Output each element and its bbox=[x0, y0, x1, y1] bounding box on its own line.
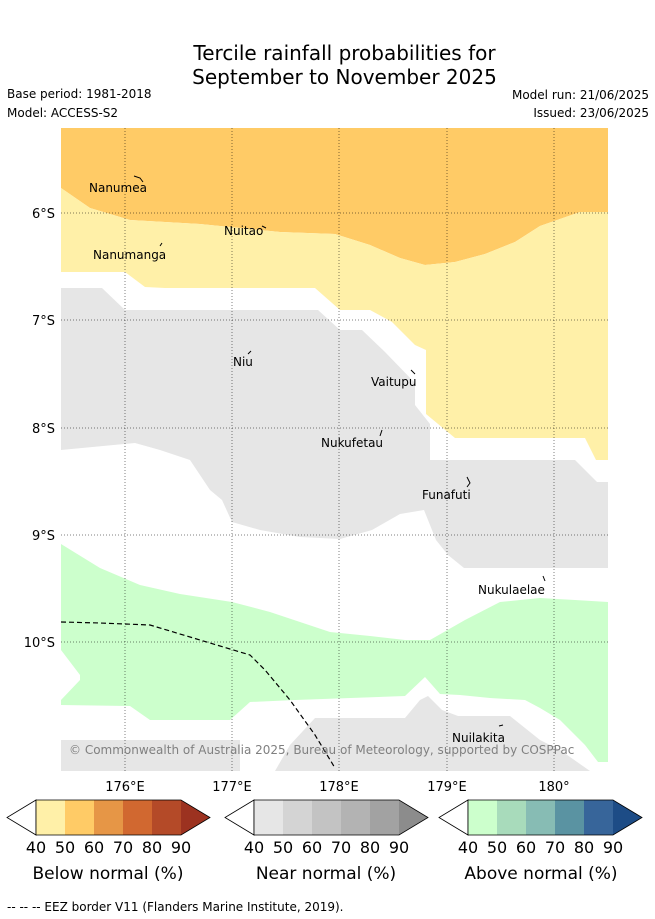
lon-label: 179°E bbox=[427, 780, 467, 795]
colorbar-segment bbox=[497, 800, 526, 835]
colorbar-tick-label: 60 bbox=[516, 838, 536, 857]
lon-label: 178°E bbox=[319, 780, 359, 795]
place-vaitupu: Vaitupu bbox=[371, 375, 417, 389]
place-nuilakita: Nuilakita bbox=[452, 731, 505, 745]
colorbar-tick-label: 40 bbox=[26, 838, 46, 857]
colorbar-tick-label: 80 bbox=[574, 838, 594, 857]
lat-label: 6°S bbox=[32, 207, 55, 222]
colorbar-segment bbox=[555, 800, 584, 835]
model-run: Model run: 21/06/2025 bbox=[511, 88, 649, 102]
colorbar-tick-label: 70 bbox=[113, 838, 133, 857]
place-funafuti: Funafuti bbox=[422, 488, 471, 502]
colorbar-tick-label: 50 bbox=[487, 838, 507, 857]
lon-label: 176°E bbox=[105, 780, 145, 795]
region-below-normal-40 bbox=[61, 188, 608, 460]
colorbar-segment bbox=[283, 800, 312, 835]
island-shapes bbox=[133, 175, 546, 727]
colorbar-tick-label: 60 bbox=[84, 838, 104, 857]
lat-label: 9°S bbox=[32, 529, 55, 544]
colorbar-segment bbox=[123, 800, 152, 835]
place-nukufetau: Nukufetau bbox=[321, 436, 383, 450]
place-nanumea: Nanumea bbox=[89, 181, 147, 195]
colorbar-tick-label: 40 bbox=[458, 838, 478, 857]
place-nukulaelae: Nukulaelae bbox=[478, 583, 545, 597]
region-near-normal-strip bbox=[61, 740, 240, 771]
color-legends: 40 50 60 70 80 90 40 50 60 70 80 90 40 50 60 70 80 90 bbox=[6, 799, 643, 857]
colorbar-tick-label: 90 bbox=[171, 838, 191, 857]
map-area bbox=[61, 128, 608, 771]
colorbar-tick-label: 80 bbox=[360, 838, 380, 857]
colorbar-below: 40 50 60 70 80 90 bbox=[6, 799, 211, 857]
eez-border bbox=[61, 621, 336, 769]
copyright-notice: © Commonwealth of Australia 2025, Bureau… bbox=[69, 743, 574, 757]
colorbar-segment bbox=[152, 800, 181, 835]
colorbar-tick-label: 90 bbox=[389, 838, 409, 857]
lon-label: 180° bbox=[538, 780, 569, 795]
graticule bbox=[61, 128, 608, 771]
colorbar-segment bbox=[36, 800, 65, 835]
title-line-2: September to November 2025 bbox=[192, 65, 497, 89]
region-above-normal-40 bbox=[61, 544, 608, 762]
colorbar-segment bbox=[94, 800, 123, 835]
colorbar-tick-label: 70 bbox=[545, 838, 565, 857]
base-period: Base period: 1981-2018 bbox=[7, 87, 152, 101]
colorbar-outline bbox=[253, 799, 429, 836]
latitude-labels: 6°S 7°S 8°S 9°S 10°S bbox=[24, 207, 55, 651]
legend-title-above: Above normal (%) bbox=[464, 864, 618, 884]
colorbar-outline bbox=[467, 799, 643, 836]
colorbar-extend-high bbox=[613, 800, 642, 835]
colorbar-tick-label: 80 bbox=[142, 838, 162, 857]
colorbar-extend-low bbox=[6, 799, 37, 836]
colorbar-segment bbox=[468, 800, 497, 835]
colorbar-outline bbox=[35, 799, 211, 836]
colorbar-tick-label: 90 bbox=[603, 838, 623, 857]
colorbar-segment bbox=[370, 800, 399, 835]
lat-label: 7°S bbox=[32, 314, 55, 329]
colorbar-tick-label: 50 bbox=[55, 838, 75, 857]
colorbar-tick-label: 70 bbox=[331, 838, 351, 857]
model-name: Model: ACCESS-S2 bbox=[7, 106, 119, 120]
colorbar-extend-low bbox=[224, 799, 255, 836]
longitude-labels: 176°E 177°E 178°E 179°E 180° bbox=[105, 780, 569, 795]
colorbar-segment bbox=[584, 800, 613, 835]
region-near-normal-south bbox=[275, 696, 590, 771]
place-niu: Niu bbox=[233, 355, 253, 369]
place-labels: Nanumea Nuitao Nanumanga Niu Vaitupu Nuk… bbox=[89, 181, 545, 745]
legend-title-near: Near normal (%) bbox=[255, 864, 397, 884]
eez-footnote: -- -- -- EEZ border V11 (Flanders Marine… bbox=[7, 900, 344, 914]
issued-date: Issued: 23/06/2025 bbox=[533, 106, 649, 120]
colorbar-above: 40 50 60 70 80 90 bbox=[438, 799, 643, 857]
colorbar-segment bbox=[65, 800, 94, 835]
colorbar-extend-high bbox=[181, 800, 210, 835]
colorbar-segment bbox=[254, 800, 283, 835]
title-line-1: Tercile rainfall probabilities for bbox=[193, 41, 496, 65]
colorbar-tick-label: 60 bbox=[302, 838, 322, 857]
colorbar-segment bbox=[312, 800, 341, 835]
colorbar-extend-low bbox=[438, 799, 469, 836]
colorbar-tick-label: 40 bbox=[244, 838, 264, 857]
region-below-normal-50 bbox=[61, 128, 608, 265]
lat-label: 10°S bbox=[24, 636, 55, 651]
place-nanumanga: Nanumanga bbox=[93, 248, 166, 262]
colorbar-extend-high bbox=[399, 800, 428, 835]
place-nuitao: Nuitao bbox=[224, 224, 263, 238]
legend-title-below: Below normal (%) bbox=[32, 864, 184, 884]
lon-label: 177°E bbox=[212, 780, 252, 795]
colorbar-segment bbox=[526, 800, 555, 835]
colorbar-segment bbox=[341, 800, 370, 835]
lat-label: 8°S bbox=[32, 422, 55, 437]
colorbar-tick-label: 50 bbox=[273, 838, 293, 857]
colorbar-near: 40 50 60 70 80 90 bbox=[224, 799, 429, 857]
map-title: Tercile rainfall probabilities for Septe… bbox=[0, 41, 655, 89]
